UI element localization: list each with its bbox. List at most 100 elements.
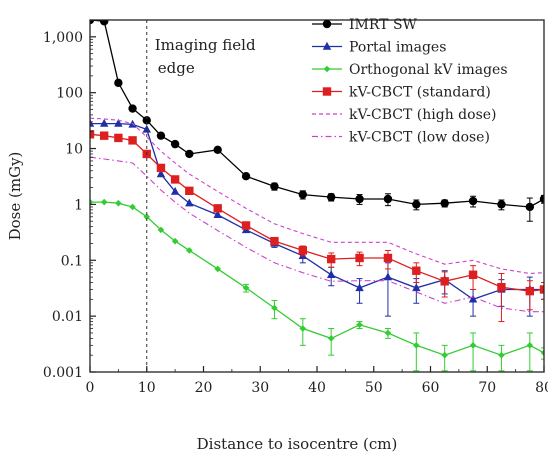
- legend-item-1: Portal images: [312, 40, 446, 56]
- x-tick-label: 0: [86, 380, 95, 396]
- data-point: [539, 285, 544, 294]
- data-point: [170, 186, 180, 195]
- field-edge-annotation: Imaging field: [155, 36, 256, 54]
- y-tick-label: 0.01: [52, 309, 83, 325]
- data-point: [298, 246, 308, 255]
- data-point: [129, 203, 136, 211]
- data-point: [114, 133, 123, 143]
- x-axis-title: Distance to isocentre (cm): [197, 435, 398, 453]
- data-point: [498, 351, 505, 359]
- y-tick-label: 0.1: [61, 253, 83, 269]
- x-tick-label: 80: [535, 380, 548, 396]
- series-5: [90, 156, 544, 313]
- data-point: [412, 283, 421, 292]
- y-tick-label: 1,000: [43, 30, 83, 46]
- data-point: [440, 199, 449, 208]
- legend-item-3: kV-CBCT (standard): [312, 85, 491, 101]
- data-point: [90, 118, 95, 127]
- data-point: [90, 130, 95, 139]
- data-point: [271, 304, 278, 312]
- data-point: [213, 210, 222, 219]
- legend: IMRT SW Portal images Orthogonal kV images…: [312, 17, 508, 146]
- data-point: [128, 136, 137, 145]
- legend-label: Orthogonal kV images: [349, 62, 508, 78]
- data-point: [298, 190, 308, 199]
- data-point: [441, 351, 448, 359]
- data-point: [327, 335, 335, 342]
- data-point: [213, 204, 222, 213]
- y-axis-title: Dose (mGy): [6, 152, 24, 241]
- data-point: [497, 282, 506, 292]
- data-point: [170, 139, 180, 149]
- x-tick-label: 10: [138, 380, 156, 396]
- y-tick-label: 0.001: [43, 365, 83, 381]
- legend-item-0: IMRT SW: [312, 17, 418, 33]
- data-point: [157, 226, 165, 234]
- legend-item-2: Orthogonal kV images: [312, 62, 508, 78]
- data-point: [185, 186, 194, 196]
- data-point: [525, 202, 535, 212]
- data-point: [241, 221, 251, 230]
- data-point: [156, 131, 166, 140]
- data-point: [468, 270, 478, 279]
- data-point: [355, 283, 364, 292]
- data-point: [156, 163, 166, 173]
- y-tick-label: 10: [65, 142, 83, 158]
- legend-label: kV-CBCT (low dose): [349, 130, 490, 146]
- legend-swatch-marker: [323, 65, 331, 73]
- data-point: [171, 237, 179, 245]
- data-point: [114, 118, 123, 127]
- data-point: [468, 196, 478, 206]
- series-4: [90, 117, 544, 275]
- data-point: [213, 145, 222, 154]
- data-point: [115, 199, 122, 207]
- data-point: [99, 131, 109, 140]
- series-1: [90, 118, 544, 317]
- x-tick-label: 30: [251, 380, 269, 396]
- data-point: [185, 149, 194, 159]
- data-point: [270, 182, 279, 191]
- legend-swatch-marker: [322, 19, 332, 29]
- x-tick-label: 60: [422, 380, 440, 396]
- x-tick-label: 50: [365, 380, 383, 396]
- data-point: [170, 175, 180, 184]
- data-point: [242, 284, 250, 292]
- data-point: [143, 213, 151, 221]
- plot-area: [90, 20, 544, 372]
- data-point: [497, 200, 506, 209]
- data-point: [326, 192, 336, 202]
- data-point: [383, 194, 393, 204]
- data-point: [156, 169, 166, 178]
- data-point: [270, 236, 279, 246]
- legend-swatch-marker: [322, 87, 332, 96]
- data-point: [540, 349, 544, 357]
- legend-item-4: kV-CBCT (high dose): [312, 107, 497, 123]
- data-point: [185, 198, 194, 207]
- x-tick-label: 20: [195, 380, 213, 396]
- series-3: [90, 130, 544, 323]
- data-point: [539, 194, 544, 204]
- data-point: [326, 254, 336, 264]
- data-point: [413, 342, 420, 349]
- data-point: [99, 118, 109, 127]
- data-point: [355, 253, 364, 263]
- axes: Imaging fieldedge0.0010.010.11101001,000…: [6, 19, 548, 453]
- data-point: [90, 20, 95, 25]
- data-point: [412, 200, 421, 209]
- legend-label: kV-CBCT (standard): [349, 85, 491, 101]
- data-point: [90, 198, 94, 206]
- data-point: [299, 325, 307, 332]
- data-point: [412, 266, 421, 275]
- data-point: [100, 198, 108, 206]
- data-point: [525, 286, 535, 296]
- legend-label: Portal images: [349, 40, 446, 56]
- data-point: [186, 247, 193, 254]
- data-point: [142, 116, 151, 125]
- data-point: [384, 329, 392, 337]
- data-point: [526, 342, 534, 349]
- data-point: [383, 272, 393, 281]
- data-point: [440, 277, 449, 286]
- data-point: [383, 253, 393, 263]
- data-point: [326, 270, 336, 278]
